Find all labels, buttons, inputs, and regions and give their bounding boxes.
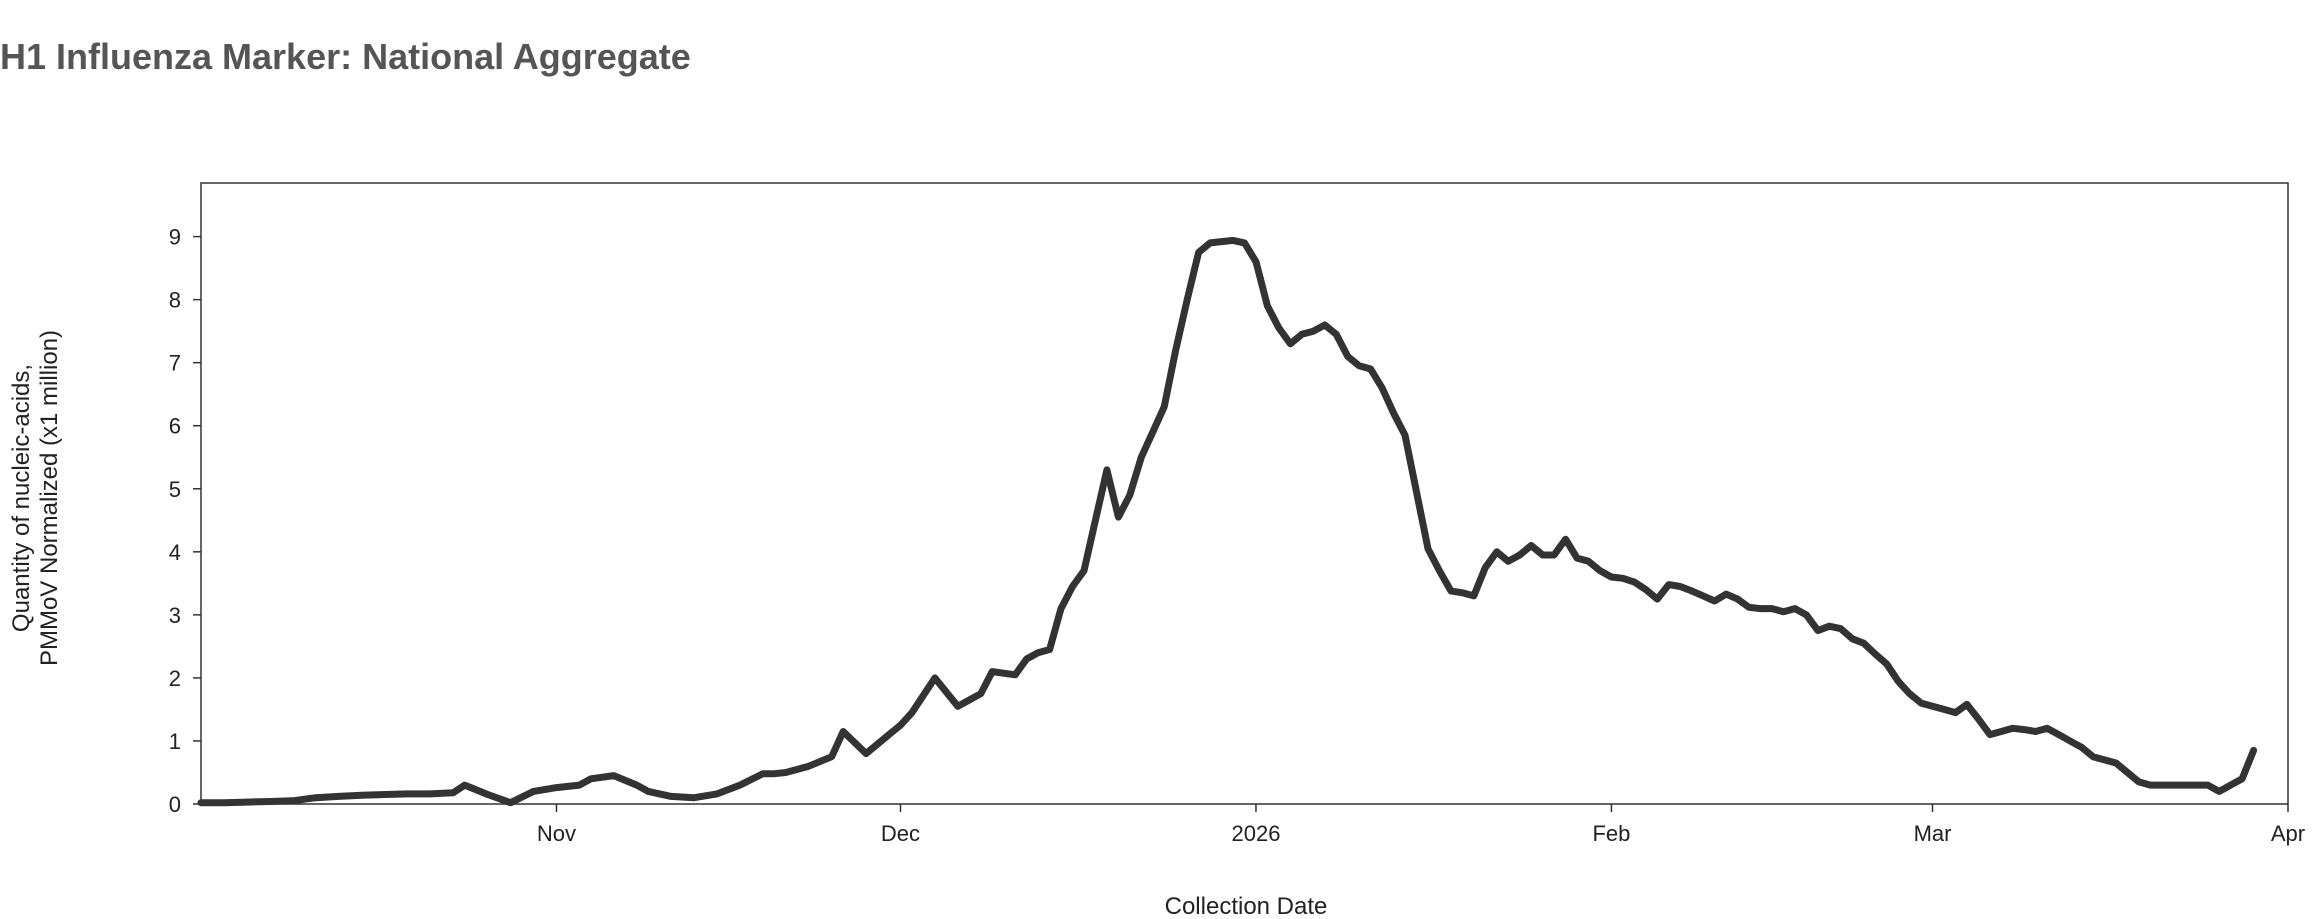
x-axis-label: Collection Date xyxy=(1165,893,1328,919)
x-tick-label: 2026 xyxy=(1231,821,1280,846)
y-axis: 0 1 2 3 4 5 6 7 8 9 xyxy=(169,225,201,817)
y-axis-label-line-1: Quantity of nucleic-acids, xyxy=(8,364,35,632)
x-tick-label: Apr xyxy=(2271,821,2305,846)
series-line xyxy=(197,236,2258,807)
y-tick-label: 5 xyxy=(169,477,181,502)
y-tick-label: 4 xyxy=(169,540,181,565)
y-tick-label: 3 xyxy=(169,603,181,628)
y-tick-label: 7 xyxy=(169,351,181,376)
y-tick-label: 9 xyxy=(169,225,181,250)
x-tick-label: Mar xyxy=(1914,821,1952,846)
x-tick-label: Feb xyxy=(1592,821,1630,846)
plot-area-frame xyxy=(200,182,2289,805)
x-tick-label: Nov xyxy=(537,821,576,846)
y-tick-label: 8 xyxy=(169,288,181,313)
chart-title: H1 Influenza Marker: National Aggregate xyxy=(0,36,691,77)
y-axis-label-line-2: PMMoV Normalized (x1 million) xyxy=(36,330,63,666)
y-axis-label: Quantity of nucleic-acids, PMMoV Normali… xyxy=(8,330,63,666)
x-tick-label: Dec xyxy=(881,821,920,846)
y-tick-label: 0 xyxy=(169,792,181,817)
y-tick-label: 1 xyxy=(169,729,181,754)
y-tick-label: 6 xyxy=(169,414,181,439)
x-axis: Nov Dec 2026 Feb Mar Apr xyxy=(537,804,2305,846)
y-tick-label: 2 xyxy=(169,666,181,691)
